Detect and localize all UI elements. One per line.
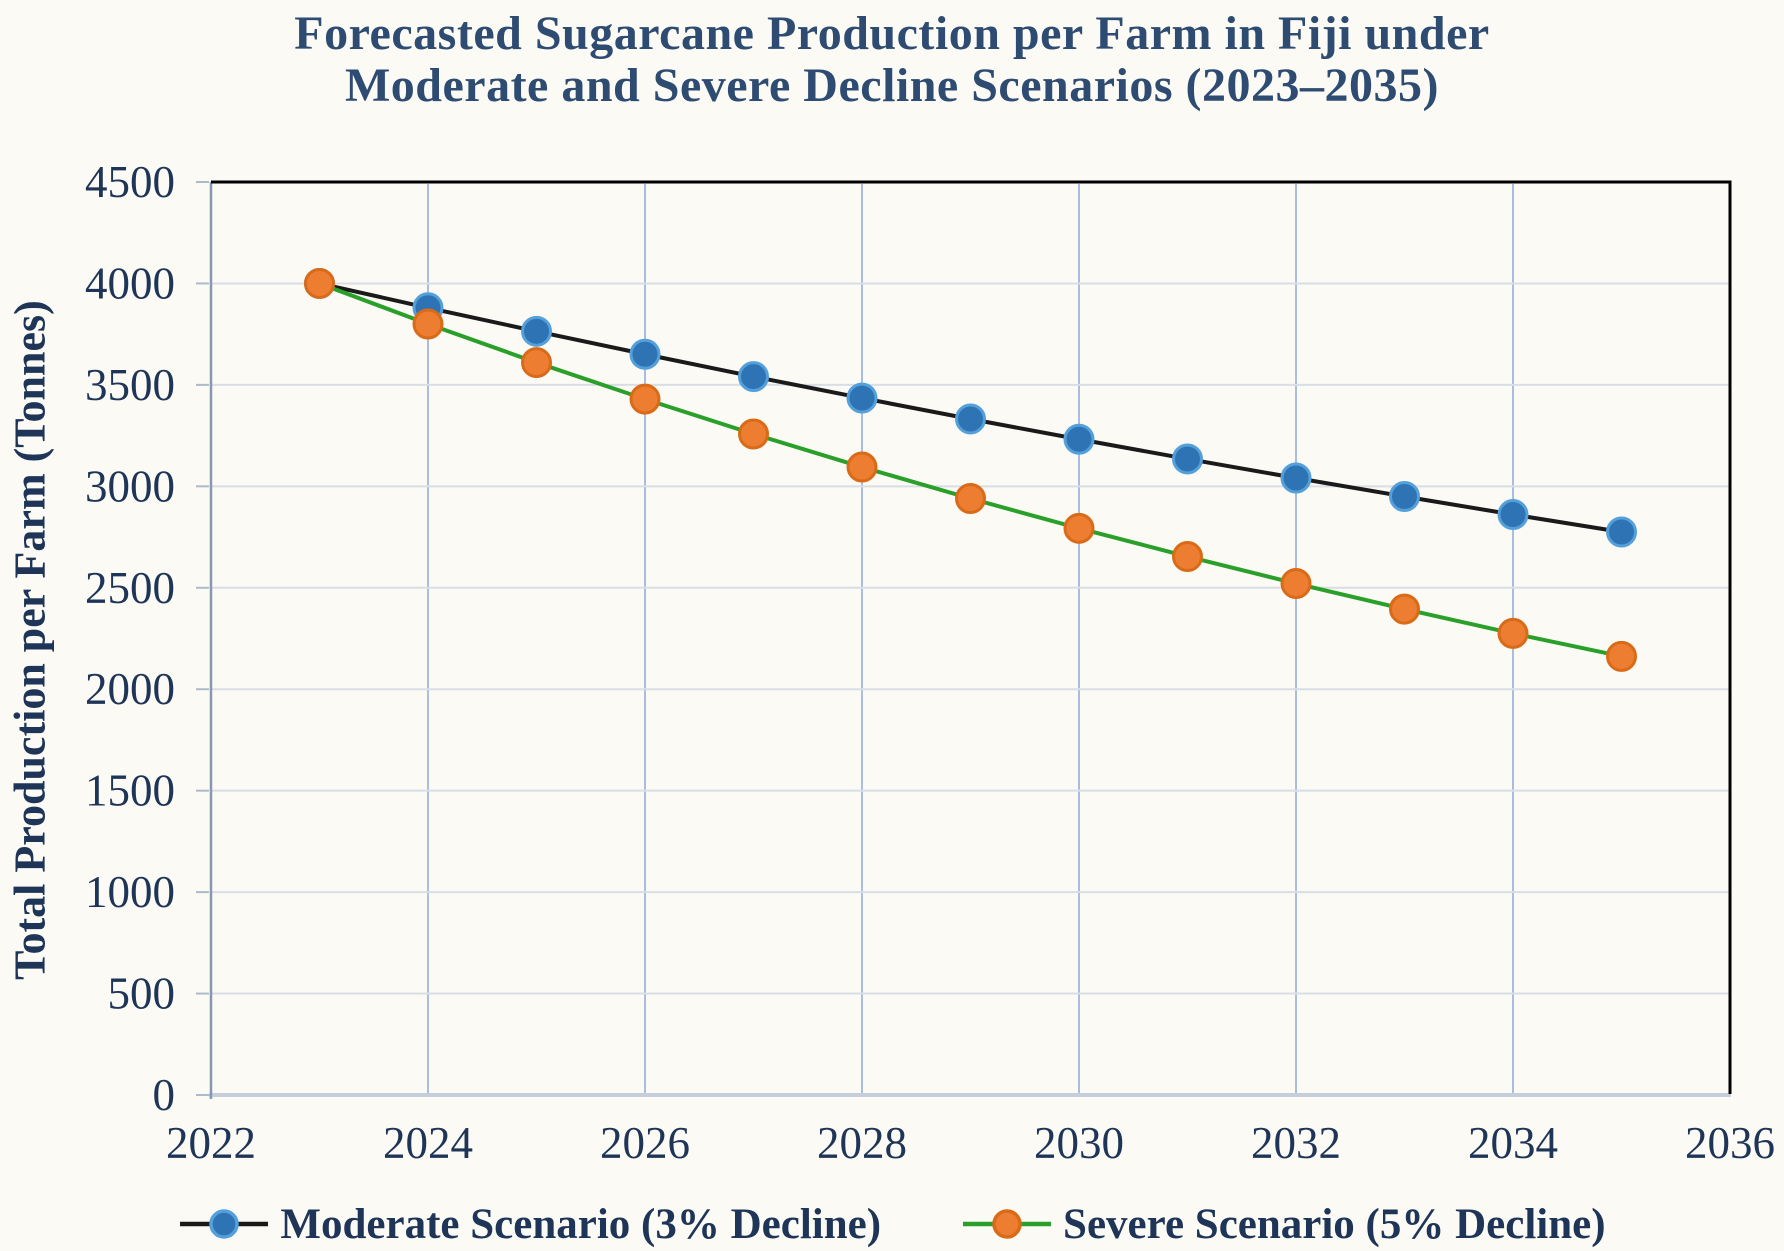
y-tick-label: 0 [153, 1070, 176, 1120]
plot-area: 0 500 1000 1500 2000 2500 3000 3500 4000 4500 2022… [85, 157, 1775, 1168]
chart-title-line1: Forecasted Sugarcane Production per Farm… [294, 7, 1490, 60]
y-tick-label: 2000 [85, 664, 175, 714]
severe-data-point [955, 483, 986, 515]
moderate-data-point [1497, 499, 1529, 531]
moderate-data-point [629, 338, 661, 370]
y-tick-label: 3500 [85, 360, 175, 410]
moderate-data-point [1280, 462, 1312, 494]
chart-title-line2: Moderate and Severe Decline Scenarios (2… [344, 58, 1440, 112]
moderate-data-point [1063, 423, 1095, 455]
severe-line-marker-icon [963, 1209, 1052, 1239]
y-tick-label: 500 [108, 969, 176, 1019]
severe-data-point [1063, 512, 1095, 544]
severe-data-point [412, 308, 444, 340]
severe-data-point [1280, 568, 1312, 600]
severe-data-point [1172, 541, 1203, 573]
severe-data-point [304, 267, 335, 299]
severe-data-point [846, 451, 878, 483]
legend-label-severe: Severe Scenario (5% Decline) [1063, 1200, 1606, 1248]
moderate-data-point [846, 382, 878, 414]
x-tick-label: 2034 [1468, 1118, 1558, 1168]
x-tick-label: 2026 [600, 1118, 690, 1168]
moderate-data-point [1606, 516, 1637, 548]
severe-data-point [521, 347, 552, 379]
moderate-data-point [955, 403, 986, 435]
severe-data-point [629, 383, 661, 415]
x-tick-label: 2024 [383, 1118, 473, 1168]
moderate-data-point [1389, 480, 1420, 512]
severe-data-point [1389, 593, 1420, 625]
severe-data-point [738, 418, 769, 450]
y-tick-label: 1000 [85, 867, 175, 917]
x-tick-label: 2036 [1685, 1118, 1775, 1168]
moderate-line-marker-icon [180, 1209, 269, 1239]
moderate-data-point [1172, 443, 1203, 475]
legend: Moderate Scenario (3% Decline) Severe Sc… [0, 1200, 1784, 1248]
x-tick-label: 2022 [166, 1118, 256, 1168]
severe-series-line [318, 281, 1622, 659]
legend-item-moderate: Moderate Scenario (3% Decline) [178, 1200, 881, 1249]
moderate-data-point [521, 315, 552, 347]
chart-title: Forecasted Sugarcane Production per Farm… [0, 8, 1784, 112]
x-tick-label: 2028 [817, 1118, 907, 1168]
severe-data-point [1497, 617, 1529, 649]
moderate-data-point [738, 361, 769, 393]
y-tick-label: 2500 [85, 563, 175, 613]
y-tick-label: 4000 [85, 258, 175, 308]
severe-data-point [1606, 640, 1637, 672]
x-tick-label: 2032 [1251, 1118, 1341, 1168]
x-tick-label: 2030 [1034, 1118, 1124, 1168]
y-tick-label: 1500 [85, 766, 175, 816]
y-tick-label: 3000 [85, 461, 175, 511]
legend-item-severe: Severe Scenario (5% Decline) [961, 1200, 1606, 1249]
y-tick-label: 4500 [85, 157, 175, 207]
legend-label-moderate: Moderate Scenario (3% Decline) [280, 1200, 882, 1248]
